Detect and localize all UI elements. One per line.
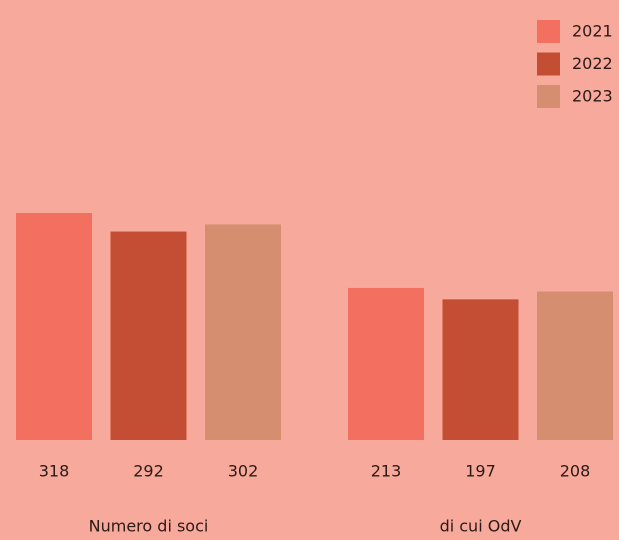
- category-label: Numero di soci: [89, 517, 209, 536]
- legend-swatch: [537, 20, 560, 43]
- bar: [442, 299, 519, 440]
- bar: [348, 287, 424, 440]
- legend-swatch: [537, 52, 560, 76]
- value-label: 208: [560, 462, 591, 481]
- value-label: 197: [465, 462, 496, 481]
- legend-label: 2023: [572, 87, 613, 106]
- bar: [537, 291, 613, 440]
- legend-label: 2022: [572, 54, 613, 73]
- bar: [16, 213, 92, 440]
- value-label: 302: [228, 462, 259, 481]
- bar: [110, 231, 187, 440]
- value-label: 318: [39, 462, 70, 481]
- value-label: 213: [371, 462, 402, 481]
- bar: [205, 224, 281, 440]
- legend-label: 2021: [572, 22, 613, 41]
- category-label: di cui OdV: [440, 517, 522, 536]
- legend-swatch: [537, 85, 560, 108]
- value-label: 292: [133, 462, 164, 481]
